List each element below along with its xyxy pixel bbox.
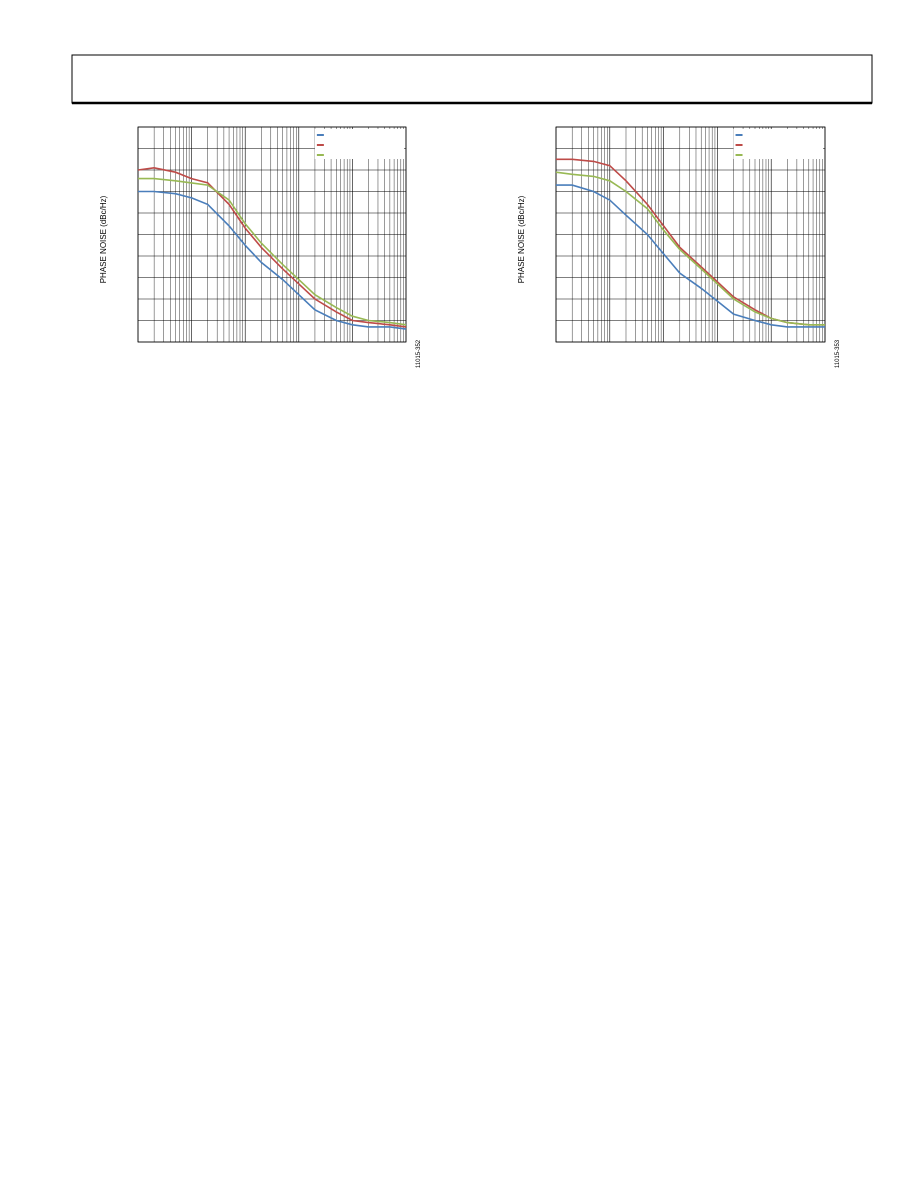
series-line — [556, 158, 825, 326]
series-line — [556, 184, 825, 328]
y-axis-label: PHASE NOISE (dBc/Hz) — [517, 195, 526, 283]
header-box — [71, 54, 873, 104]
legend-box — [314, 129, 404, 159]
series-line — [138, 177, 407, 326]
series-line — [137, 166, 407, 328]
legend-box — [733, 129, 823, 159]
plot-frame — [555, 126, 826, 343]
series-line — [555, 171, 825, 326]
figure-id: 11015-352 — [416, 339, 422, 368]
figure-id: 11015-353 — [835, 339, 841, 368]
y-axis-label: PHASE NOISE (dBc/Hz) — [99, 195, 108, 283]
plot-frame — [137, 126, 407, 343]
series-line — [138, 190, 407, 330]
